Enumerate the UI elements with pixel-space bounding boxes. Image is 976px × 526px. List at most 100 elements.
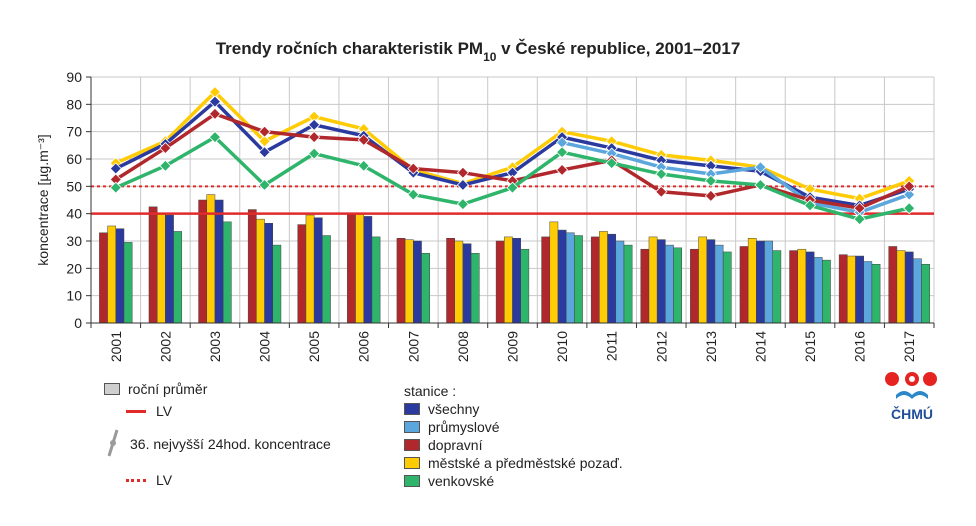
legend-lv-annual: LV (126, 402, 172, 420)
point-vsechny-2003 (208, 95, 222, 108)
station-swatch (404, 439, 420, 451)
station-swatch (404, 421, 420, 433)
bar-prumyslove-2014 (764, 240, 773, 324)
station-label: průmyslové (428, 419, 500, 435)
point-dopravni-2007 (407, 162, 420, 175)
line-prumyslove (561, 140, 910, 215)
station-label: dopravní (428, 437, 483, 453)
point-prumyslove-2014 (754, 161, 767, 174)
bar-vsechny-2017 (904, 251, 914, 324)
point-vsechny-2004 (258, 146, 271, 159)
y-tick-label: 20 (66, 260, 82, 276)
bar-dopravni-2010 (541, 236, 551, 324)
point-venkovske-2004 (258, 178, 271, 192)
x-tick-label: 2007 (405, 331, 421, 362)
bar-mestske-a-predmestske-pozad-2006 (355, 213, 364, 324)
legend-lv-daily: LV (126, 471, 172, 489)
point-venkovske-2015 (803, 199, 817, 212)
x-tick-label: 2017 (901, 331, 917, 362)
bar-venkovske-2012 (673, 247, 683, 324)
point-venkovske-2005 (308, 147, 321, 160)
legend-station-vsechny: všechny (404, 400, 479, 418)
x-tick-label: 2003 (207, 331, 223, 362)
legend-station-dopravni: dopravní (404, 436, 482, 454)
legend-percentile: 36. nejvyšší 24hod. koncentrace (102, 429, 331, 457)
bar-vsechny-2010 (557, 229, 567, 324)
bar-venkovske-2001 (123, 242, 133, 324)
bar-prumyslove-2015 (813, 257, 823, 324)
annual-mean-swatch (104, 383, 120, 395)
point-venkovske-2011 (605, 157, 618, 170)
station-swatch (404, 475, 420, 487)
bar-venkovske-2011 (623, 244, 633, 324)
y-tick-label: 80 (66, 96, 82, 112)
bar-vsechny-2004 (264, 222, 274, 324)
point-dopravni-2010 (556, 163, 569, 176)
bar-prumyslove-2012 (665, 244, 674, 324)
y-tick-label: 30 (66, 233, 82, 249)
bar-dopravni-2006 (347, 213, 356, 324)
bar-vsechny-2007 (413, 240, 422, 324)
point-venkovske-2003 (208, 131, 222, 144)
bar-vsechny-2009 (512, 238, 521, 324)
station-label: všechny (428, 401, 480, 417)
point-venkovske-2012 (655, 167, 668, 181)
station-label: městské a předměstské pozaď. (428, 455, 623, 471)
bar-dopravni-2012 (640, 248, 650, 324)
bar-vsechny-2005 (313, 217, 323, 324)
bar-venkovske-2007 (421, 253, 430, 324)
bar-prumyslove-2016 (863, 261, 873, 324)
y-tick-label: 40 (66, 206, 82, 222)
x-tick-label: 2005 (306, 331, 322, 362)
bar-mestske-a-predmestske-pozad-2010 (549, 221, 559, 324)
point-vsechny-2005 (308, 118, 321, 131)
legend-stations-heading: stanice : (404, 382, 456, 400)
x-tick-label: 2006 (356, 331, 372, 362)
bars (99, 194, 930, 324)
bar-dopravni-2013 (690, 248, 699, 324)
bar-prumyslove-2013 (714, 244, 724, 324)
point-dopravni-2002 (159, 142, 172, 155)
point-venkovske-2014 (754, 178, 767, 192)
y-axis-label: koncentrace [µg.m⁻³] (35, 134, 51, 265)
point-venkovske-2013 (704, 174, 717, 187)
point-dopravni-2012 (655, 185, 668, 198)
bar-mestske-a-predmestske-pozad-2015 (797, 248, 807, 324)
x-tick-label: 2016 (852, 331, 868, 362)
legend-lv-daily-label: LV (156, 472, 173, 488)
point-venkovske-2009 (506, 181, 519, 194)
bar-venkovske-2008 (470, 253, 480, 324)
bar-venkovske-2004 (272, 244, 282, 324)
bar-mestske-a-predmestske-pozad-2001 (107, 225, 117, 324)
point-dopravni-2013 (704, 189, 717, 202)
line-dopravni (114, 112, 910, 210)
bar-venkovske-2014 (772, 250, 782, 324)
bar-vsechny-2012 (656, 239, 666, 324)
bar-vsechny-2011 (607, 233, 617, 324)
chart-title: Trendy ročních charakteristik PM10 v Čes… (216, 39, 741, 64)
y-tick-label: 10 (66, 288, 82, 304)
bar-venkovske-2009 (520, 248, 530, 324)
point-vsechny-2008 (456, 178, 469, 192)
x-tick-label: 2008 (455, 331, 471, 362)
point-dopravni-2006 (357, 133, 370, 146)
bar-venkovske-2006 (371, 236, 381, 324)
bar-dopravni-2014 (739, 246, 749, 324)
point-venkovske-2008 (456, 198, 469, 211)
legend-station-venkovske: venkovské (404, 472, 494, 490)
point-dopravni-2003 (208, 107, 222, 120)
bar-prumyslove-2010 (565, 232, 575, 324)
bar-mestske-a-predmestske-pozad-2005 (305, 214, 315, 324)
bar-mestske-a-predmestske-pozad-2002 (156, 213, 166, 324)
x-tick-label: 2001 (108, 331, 124, 362)
x-tick-label: 2012 (653, 331, 669, 362)
bar-mestske-a-predmestske-pozad-2004 (256, 218, 265, 324)
bar-venkovske-2005 (322, 235, 331, 324)
bar-vsechny-2006 (363, 216, 373, 324)
x-tick-label: 2009 (505, 331, 521, 362)
bar-dopravni-2009 (495, 240, 505, 324)
bar-venkovske-2010 (574, 235, 583, 324)
bar-venkovske-2016 (871, 263, 881, 324)
bar-venkovske-2003 (222, 221, 232, 324)
